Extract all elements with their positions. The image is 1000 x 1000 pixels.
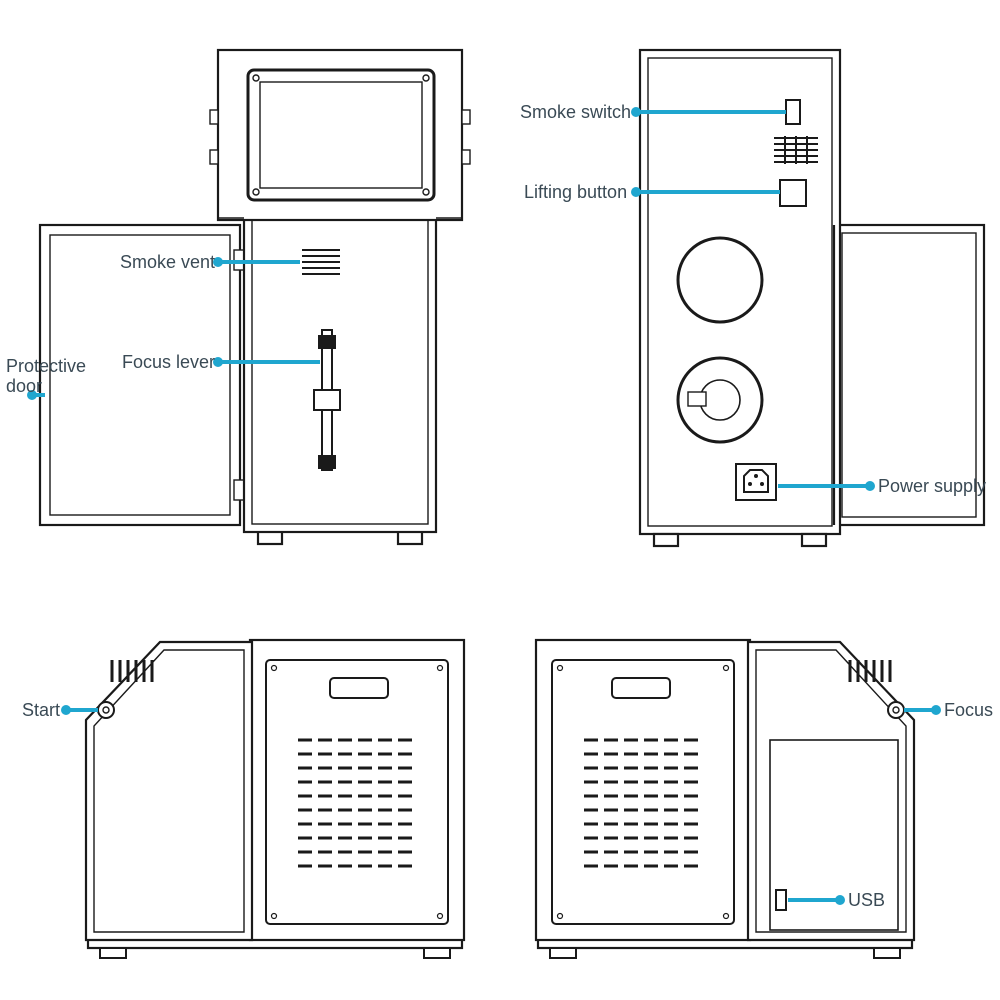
label-power-supply: Power supply <box>878 476 986 496</box>
start-button-icon <box>98 702 114 718</box>
callout-focus: Focus <box>904 700 993 720</box>
label-lifting-button: Lifting button <box>524 182 627 202</box>
view-back: Smoke switch Lifting button Power supply <box>520 50 986 546</box>
usb-port-icon <box>776 890 786 910</box>
focus-knob-icon <box>888 702 904 718</box>
smoke-switch-icon <box>786 100 800 124</box>
callout-start: Start <box>22 700 98 720</box>
lifting-button-icon <box>780 180 806 206</box>
front-body <box>210 50 470 544</box>
label-start: Start <box>22 700 60 720</box>
label-focus: Focus <box>944 700 993 720</box>
view-side-right: Focus USB <box>536 640 993 958</box>
view-side-left: Start <box>22 640 464 958</box>
label-focus-lever: Focus lever <box>122 352 215 372</box>
view-front-open: Smoke vent Focus lever Protective door <box>6 50 470 544</box>
diagram-canvas: Smoke vent Focus lever Protective door <box>0 0 1000 1000</box>
power-supply-icon <box>736 464 776 500</box>
label-smoke-switch: Smoke switch <box>520 102 631 122</box>
label-smoke-vent: Smoke vent <box>120 252 215 272</box>
label-usb: USB <box>848 890 885 910</box>
